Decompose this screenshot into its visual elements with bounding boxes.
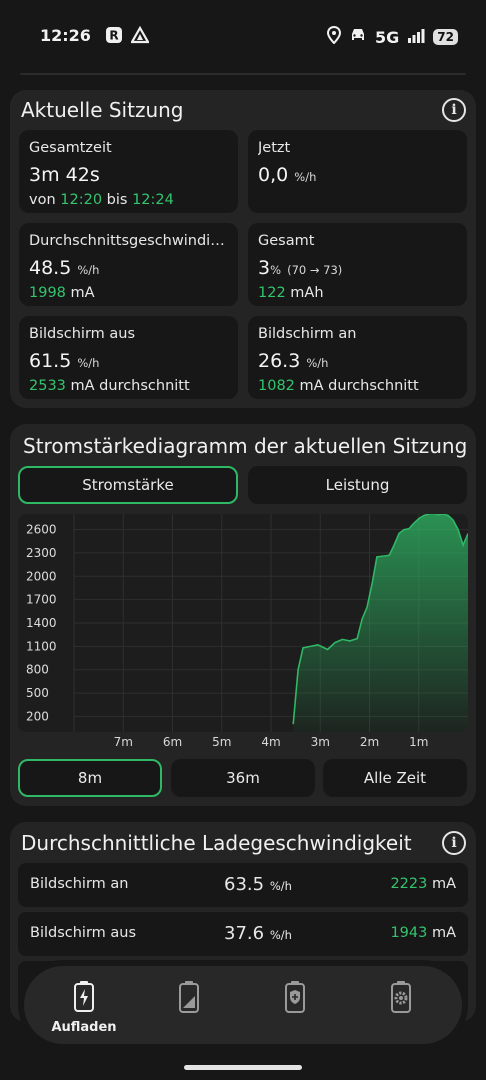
series-line <box>292 514 468 725</box>
row-value: 63.5 %/h <box>224 874 292 895</box>
tab-current[interactable]: Stromstärke <box>18 466 238 504</box>
screen-off-value: 61.5 %/h <box>29 350 100 372</box>
avg-current: 1998 mA <box>29 285 95 301</box>
y-tick-label: 1700 <box>26 593 57 607</box>
chart-canvas: 200 500 800 1100 1400 1700 2000 2300 2600 <box>26 514 468 732</box>
screen-on-card: Bildschirm an 26.3 %/h 1082 mA durchschn… <box>248 316 467 399</box>
now-value: 0,0 %/h <box>258 164 317 186</box>
x-tick-label: 3m <box>310 735 330 749</box>
card-label: Gesamt <box>258 233 315 249</box>
total-charge: 122 mAh <box>258 285 324 301</box>
total-card: Gesamt 3% (70 → 73) 122 mAh <box>248 223 467 306</box>
info-icon[interactable]: i <box>442 831 466 855</box>
status-time: 12:26 <box>40 26 91 45</box>
range-36m[interactable]: 36m <box>171 759 315 797</box>
section-title: Aktuelle Sitzung <box>21 98 184 122</box>
y-tick-label: 200 <box>26 709 49 723</box>
signal-icon <box>407 28 425 47</box>
y-tick-label: 500 <box>26 686 49 700</box>
row-current: 1943 mA <box>390 925 456 941</box>
battery-health-icon <box>285 981 305 1013</box>
screen-on-current: 1082 mA durchschnitt <box>258 378 419 394</box>
range-8m[interactable]: 8m <box>18 759 162 797</box>
battery-level-icon <box>179 981 199 1013</box>
x-tick-label: 1m <box>409 735 429 749</box>
x-tick-label: 6m <box>162 735 183 749</box>
car-icon <box>349 27 367 47</box>
avg-row-screen-on: Bildschirm an 63.5 %/h 2223 mA <box>18 863 468 907</box>
network-type: 5G <box>375 27 400 47</box>
row-current: 2223 mA <box>390 876 456 892</box>
nav-battery-settings[interactable] <box>366 980 436 1018</box>
tab-power[interactable]: Leistung <box>248 466 467 504</box>
screen-off-card: Bildschirm aus 61.5 %/h 2533 mA durchsch… <box>19 316 238 399</box>
y-tick-label: 2600 <box>26 523 57 537</box>
current-chart-section: Stromstärkediagramm der aktuellen Sitzun… <box>10 424 476 806</box>
total-value: 3% (70 → 73) <box>258 257 343 279</box>
battery-settings-icon <box>391 981 411 1013</box>
current-session-section: Aktuelle Sitzung i Gesamtzeit 3m 42s von… <box>10 90 476 408</box>
screen-on-value: 26.3 %/h <box>258 350 329 372</box>
info-icon[interactable]: i <box>442 98 466 122</box>
status-bar: 12:26 R 5G 72 <box>0 0 486 72</box>
battery-indicator: 72 <box>433 29 458 45</box>
nav-battery-level[interactable] <box>154 980 224 1018</box>
svg-text:R: R <box>109 29 118 43</box>
time-range: von 12:20 bis 12:24 <box>29 192 174 208</box>
x-tick-label: 2m <box>359 735 380 749</box>
series-area <box>293 514 468 732</box>
x-axis-labels: 7m 6m 5m 4m 3m 2m 1m <box>10 735 476 753</box>
y-tick-label: 2000 <box>26 569 57 583</box>
total-time-value: 3m 42s <box>29 164 100 186</box>
nav-charging[interactable]: Aufladen <box>49 980 119 1035</box>
location-icon <box>327 25 342 48</box>
charging-battery-icon <box>74 981 94 1012</box>
home-indicator[interactable] <box>184 1065 302 1070</box>
nav-label: Aufladen <box>51 1020 117 1035</box>
now-card: Jetzt 0,0 %/h <box>248 130 467 213</box>
avg-speed-value: 48.5 %/h <box>29 257 100 279</box>
card-label: Bildschirm an <box>258 326 357 342</box>
card-label: Jetzt <box>258 140 291 156</box>
x-tick-label: 7m <box>113 735 133 749</box>
section-title: Durchschnittliche Ladegeschwindigkeit <box>21 831 412 855</box>
card-label: Gesamtzeit <box>29 140 112 156</box>
row-label: Bildschirm an <box>30 876 129 892</box>
section-title: Stromstärkediagramm der aktuellen Sitzun… <box>23 434 468 458</box>
row-label: Bildschirm aus <box>30 925 137 941</box>
avg-speed-card: Durchschnittsgeschwindigk.. 48.5 %/h 199… <box>19 223 238 306</box>
y-tick-label: 1100 <box>26 639 57 653</box>
total-time-card: Gesamtzeit 3m 42s von 12:20 bis 12:24 <box>19 130 238 213</box>
y-tick-label: 2300 <box>26 546 57 560</box>
y-tick-label: 800 <box>26 663 49 677</box>
nav-battery-health[interactable] <box>260 980 330 1018</box>
card-label: Durchschnittsgeschwindigk.. <box>29 233 228 249</box>
app-triangle-icon <box>130 26 149 44</box>
current-chart: 200 500 800 1100 1400 1700 2000 2300 2600 <box>18 514 468 732</box>
divider <box>20 73 466 75</box>
row-value: 37.6 %/h <box>224 923 292 944</box>
x-tick-label: 4m <box>261 735 281 749</box>
card-label: Bildschirm aus <box>29 326 136 342</box>
x-tick-label: 5m <box>212 735 232 749</box>
bottom-navigation: Aufladen <box>24 966 462 1044</box>
y-tick-label: 1400 <box>26 616 57 630</box>
range-all-time[interactable]: Alle Zeit <box>323 759 467 797</box>
avg-row-screen-off: Bildschirm aus 37.6 %/h 1943 mA <box>18 912 468 956</box>
screen-off-current: 2533 mA durchschnitt <box>29 378 190 394</box>
app-r-icon: R <box>105 26 123 44</box>
